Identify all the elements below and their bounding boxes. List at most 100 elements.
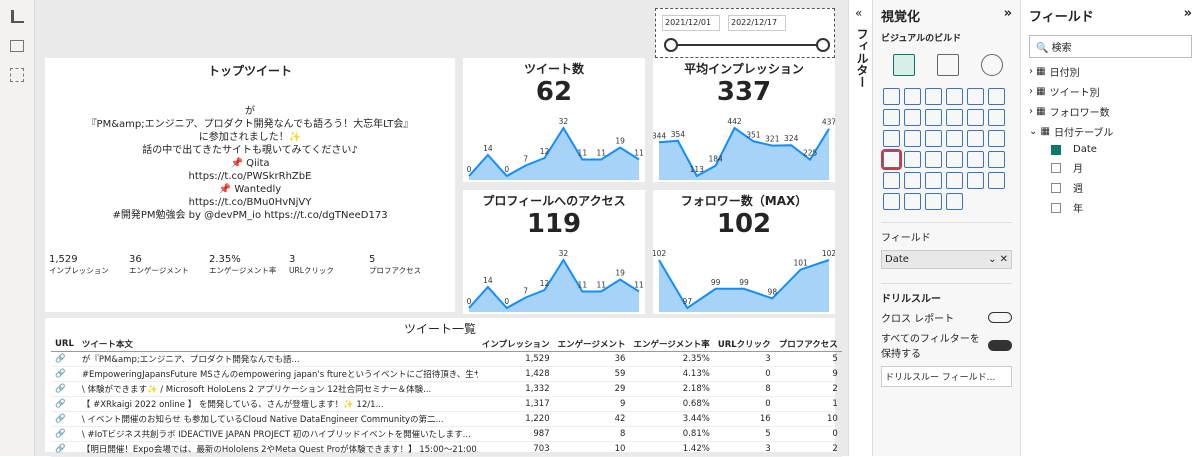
visual-icon[interactable] (883, 109, 900, 126)
visual-icon[interactable] (925, 109, 942, 126)
cross-report: クロス レポート (881, 314, 955, 325)
slider-handle[interactable] (816, 38, 830, 52)
field-table[interactable]: › ▦ フォロワー数 (1029, 106, 1110, 119)
visual-icon[interactable] (946, 151, 963, 168)
top-tweet-card: トップツイート が『PM&amp;エンジニア、プロダクト開発なんでも語ろう！大忘… (45, 58, 455, 312)
checkbox (1051, 144, 1061, 155)
visual-icon[interactable] (904, 130, 921, 147)
tweet-line: https://t.co/BMu0HvNjVY (188, 197, 312, 208)
expand-icon[interactable]: » (1003, 6, 1012, 21)
visual-icon[interactable] (946, 193, 963, 210)
visual-icon[interactable] (883, 130, 900, 147)
build-tab[interactable] (893, 54, 915, 76)
visual-icon[interactable] (904, 172, 921, 189)
visual-icon[interactable] (967, 109, 984, 126)
visual-icon[interactable] (904, 151, 921, 168)
date-slicer[interactable]: 2021/12/01 2022/12/17 (655, 8, 835, 58)
fields-pane: フィールド » 🔍 検索 › ▦ 日付別 › ▦ ツイート別 › ▦ フォロワー数 ⌄ … (1020, 0, 1200, 456)
field-table[interactable]: › ▦ 日付別 (1029, 66, 1080, 79)
visual-icon[interactable] (967, 172, 984, 189)
cell: 5 (774, 351, 842, 367)
cell: 0 (713, 396, 775, 412)
metric-value: 3 (289, 254, 296, 265)
cell: 3 (713, 351, 775, 367)
expand-icon[interactable]: » (1183, 6, 1192, 21)
visual-icon[interactable] (904, 193, 921, 210)
end-date[interactable]: 2022/12/17 (728, 15, 786, 31)
visual-icon[interactable] (925, 172, 942, 189)
visual-icon[interactable] (925, 130, 942, 147)
visual-icon[interactable] (967, 130, 984, 147)
cell: 36 (553, 351, 630, 367)
visual-icon[interactable] (925, 151, 942, 168)
field[interactable]: 月 (1029, 160, 1192, 175)
visual-icon[interactable] (988, 130, 1005, 147)
visual-icon[interactable] (988, 109, 1005, 126)
visual-icon[interactable] (881, 149, 902, 170)
visual-icon[interactable] (946, 88, 963, 105)
data-view-icon[interactable] (10, 40, 24, 52)
field[interactable]: 年 (1029, 200, 1192, 215)
sparkline: 344 354 113 184 442 351 321 324 225 437 (653, 117, 835, 180)
visual-icon[interactable] (946, 109, 963, 126)
visual-icon[interactable] (883, 193, 900, 210)
table-row: 🔗 #EmpoweringJapansFuture MSさんのempowering… (51, 366, 842, 382)
field[interactable]: 週 (1029, 180, 1192, 195)
left-nav (0, 0, 35, 456)
field-well[interactable]: Date ⌄ ✕ (881, 250, 1012, 269)
checkbox (1051, 182, 1061, 193)
table-row: 🔗 が『PM&amp;エンジニア、プロダクト開発なんでも語... 1,529 36 2.… (51, 351, 842, 367)
filter-pane-collapsed[interactable]: « フィルター (848, 0, 872, 456)
visual-icon[interactable] (967, 151, 984, 168)
data-label: 351 (746, 130, 761, 139)
tweet-line: に参加されました！✨ (198, 132, 302, 143)
cell: 0.68% (629, 396, 714, 412)
visual-icon[interactable] (904, 88, 921, 105)
cell: \ #IoTビジネス共創ラボ IDEACTIVE JAPAN PROJECT 初… (77, 426, 478, 442)
visual-icon[interactable] (946, 130, 963, 147)
report-view-icon[interactable] (11, 10, 24, 23)
field-name: 年 (1073, 204, 1083, 215)
data-label: 7 (523, 155, 528, 164)
start-date[interactable]: 2021/12/01 (662, 15, 720, 31)
card-title: 平均インプレッション (684, 62, 804, 76)
visual-icon[interactable] (988, 151, 1005, 168)
field[interactable]: Date (1029, 144, 1192, 155)
data-label: 101 (794, 259, 809, 268)
format-tab[interactable] (937, 54, 959, 76)
collapse-icon[interactable]: « (855, 6, 863, 20)
visual-icon[interactable] (946, 172, 963, 189)
search-box[interactable]: 🔍 検索 (1029, 35, 1192, 58)
toggle-on[interactable] (988, 339, 1012, 351)
visual-icon[interactable] (883, 88, 900, 105)
visual-icon[interactable] (925, 88, 942, 105)
toggle-off[interactable] (988, 312, 1012, 323)
fields-label: フィールド (881, 222, 1012, 244)
column-header: エンゲージメント率 (629, 337, 714, 352)
metric-value: 36 (129, 254, 142, 265)
card-value: 62 (535, 77, 573, 107)
visual-icon[interactable] (967, 88, 984, 105)
cell: 2.18% (629, 381, 714, 397)
filter-tab[interactable]: フィルター (855, 28, 869, 88)
visual-icon[interactable] (904, 109, 921, 126)
cell: 2 (774, 381, 842, 397)
data-label: 99 (739, 278, 749, 287)
data-label: 324 (784, 134, 799, 143)
data-label: 97 (683, 297, 693, 306)
drill-field-well[interactable]: ドリルスルー フィールド... (881, 366, 1012, 387)
cell: 42 (553, 411, 630, 427)
visual-icon[interactable] (988, 88, 1005, 105)
field-name: 週 (1073, 184, 1083, 195)
visual-icon[interactable] (883, 172, 900, 189)
analytics-tab[interactable] (981, 54, 1003, 76)
field-table[interactable]: ⌄ ▦ 日付テーブル (1029, 126, 1114, 139)
data-label: 437 (822, 118, 835, 127)
visual-icon[interactable] (925, 193, 942, 210)
field-table[interactable]: › ▦ ツイート別 (1029, 86, 1100, 99)
model-view-icon[interactable] (10, 68, 24, 82)
visual-icon[interactable] (988, 172, 1005, 189)
data-label: 184 (709, 155, 724, 164)
slider-handle[interactable] (664, 38, 678, 52)
